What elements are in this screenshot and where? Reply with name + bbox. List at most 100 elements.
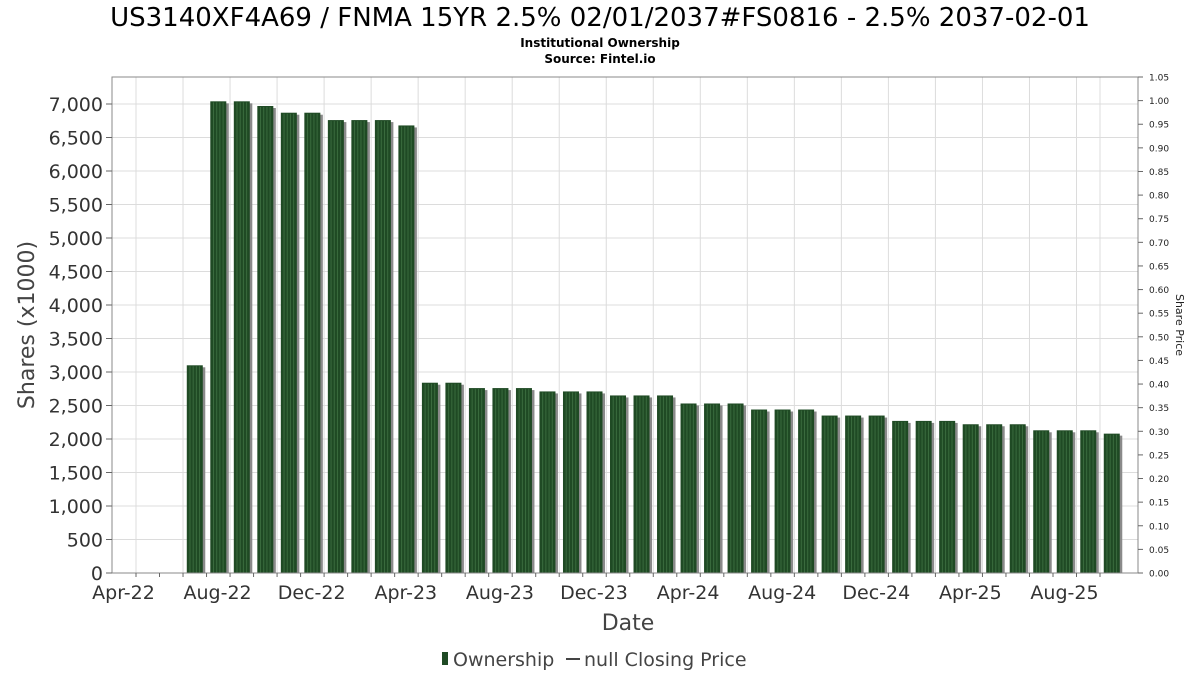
- x-axis-title: Date: [602, 611, 655, 636]
- bar-body: [610, 395, 627, 573]
- bar-body: [586, 391, 603, 573]
- bar: [727, 403, 747, 573]
- bar: [704, 403, 723, 573]
- bar: [210, 101, 229, 573]
- bar: [586, 391, 605, 573]
- y2-tick-label: 0.65: [1149, 262, 1169, 272]
- y2-tick-label: 0.10: [1149, 522, 1169, 532]
- bar-body: [445, 382, 462, 573]
- bar: [962, 424, 982, 573]
- y-tick-label: 6,000: [49, 161, 103, 183]
- legend: Ownership null Closing Price: [442, 649, 747, 671]
- bar-body: [492, 388, 509, 573]
- y-tick-label: 3,500: [49, 329, 103, 351]
- x-tick-label: Apr-25: [939, 582, 1002, 604]
- bar-body: [915, 420, 932, 573]
- plot-area: [111, 76, 1139, 574]
- bar: [351, 120, 370, 573]
- bar: [892, 420, 911, 573]
- x-tick-label: Aug-22: [184, 582, 252, 604]
- bar: [257, 106, 276, 573]
- bar-body: [845, 415, 862, 573]
- y-tick-label: 500: [67, 530, 103, 552]
- bar-body: [257, 106, 274, 573]
- bar: [680, 403, 700, 573]
- y-tick-label: 2,000: [49, 429, 103, 451]
- x-tick-label: Apr-24: [657, 582, 720, 604]
- y2-tick-label: 0.60: [1149, 286, 1169, 296]
- x-tick-label: Dec-24: [842, 582, 910, 604]
- y-tick-label: 1,500: [49, 463, 103, 485]
- bar-body: [821, 415, 838, 573]
- bar-body: [398, 125, 415, 573]
- bar: [1103, 433, 1123, 573]
- bar: [868, 415, 888, 573]
- bar-body: [562, 391, 579, 573]
- y2-axis-ticks: 0.00 0.05 0.10 0.15 0.20 0.25 0.30 0.35 0.40 0.45…: [1138, 74, 1169, 580]
- bar-body: [421, 382, 438, 573]
- bar-body: [751, 409, 768, 573]
- bar-body: [280, 112, 297, 574]
- bar: [1009, 424, 1029, 573]
- bar-body: [539, 391, 556, 573]
- bar: [539, 391, 558, 573]
- y-tick-label: 2,500: [49, 396, 103, 418]
- y-tick-label: 3,000: [49, 362, 103, 384]
- bar: [398, 125, 417, 573]
- y2-tick-label: 0.20: [1149, 475, 1169, 485]
- x-tick-label: Dec-23: [560, 582, 628, 604]
- bar: [915, 420, 935, 573]
- chart-subtitle: Institutional Ownership: [520, 36, 680, 50]
- bar: [445, 382, 464, 573]
- bar: [515, 388, 535, 573]
- bar: [798, 409, 817, 573]
- bar-body: [633, 395, 650, 573]
- bar-body: [327, 120, 344, 573]
- legend-ownership-label: Ownership: [453, 649, 554, 671]
- y2-tick-label: 0.30: [1149, 428, 1169, 438]
- bar-body: [304, 112, 321, 574]
- bar-body: [468, 388, 485, 573]
- legend-price-label: null Closing Price: [584, 649, 747, 671]
- bar: [1033, 430, 1052, 573]
- bar: [610, 395, 629, 573]
- x-tick-label: Dec-22: [278, 582, 346, 604]
- bar-body: [1009, 424, 1026, 573]
- bar-body: [1080, 430, 1097, 573]
- y-axis-title: Shares (x1000): [15, 241, 40, 409]
- bar-body: [986, 424, 1003, 573]
- bar: [1080, 430, 1099, 573]
- y-tick-label: 4,500: [49, 262, 103, 284]
- bar: [562, 391, 582, 573]
- bar-body: [233, 101, 250, 573]
- y2-tick-label: 0.35: [1149, 404, 1169, 414]
- y2-tick-label: 0.40: [1149, 381, 1169, 391]
- bar-body: [939, 420, 956, 573]
- bar-body: [374, 120, 391, 573]
- bar-body: [892, 420, 909, 573]
- bar: [233, 101, 253, 573]
- bar-body: [657, 395, 674, 573]
- y2-tick-label: 0.70: [1149, 239, 1169, 249]
- bar-body: [1103, 433, 1120, 573]
- bar: [633, 395, 653, 573]
- bar: [986, 424, 1005, 573]
- y-axis-ticks: 0 500 1,000 1,500 2,000 2,500 3,000 3,500 4,000 4…: [49, 94, 112, 585]
- y2-tick-label: 1.00: [1149, 97, 1169, 107]
- y-tick-label: 7,000: [49, 94, 103, 116]
- bar: [657, 395, 676, 573]
- y2-tick-label: 0.80: [1149, 192, 1169, 202]
- x-tick-label: Apr-23: [374, 582, 437, 604]
- x-axis-ticks: Apr-22 Aug-22 Dec-22 Apr-23 Aug-23 Dec-23 Apr-…: [92, 573, 1101, 604]
- bar-body: [774, 409, 791, 573]
- bar-body: [515, 388, 532, 573]
- y-tick-label: 0: [91, 563, 103, 585]
- bar: [374, 120, 394, 573]
- bar: [421, 382, 441, 573]
- x-tick-label: Apr-22: [92, 582, 155, 604]
- bar-body: [798, 409, 815, 573]
- bar-body: [868, 415, 885, 573]
- bar: [1056, 430, 1076, 573]
- y-tick-label: 5,000: [49, 228, 103, 250]
- bar: [280, 112, 300, 574]
